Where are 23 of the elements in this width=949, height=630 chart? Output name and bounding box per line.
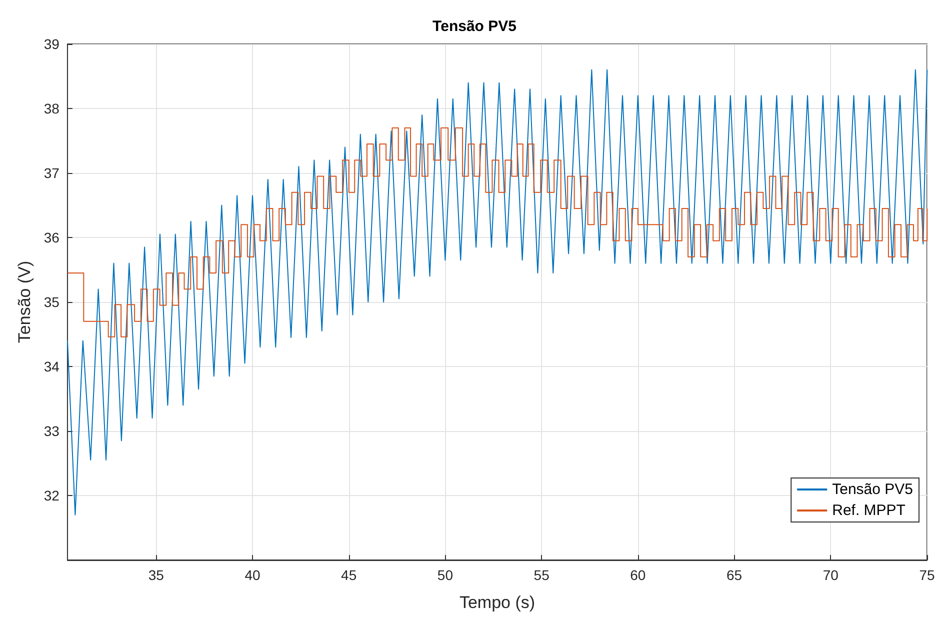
legend-label: Tensão PV5 <box>832 481 913 498</box>
y-tick-label: 32 <box>44 488 60 504</box>
x-tick-label: 55 <box>534 567 550 583</box>
y-tick-label: 37 <box>44 165 60 181</box>
y-tick-label: 36 <box>44 230 60 246</box>
legend-label: Ref. MPPT <box>832 502 906 519</box>
y-axis-title: Tensão (V) <box>15 260 34 344</box>
x-axis-title: Tempo (s) <box>459 593 536 612</box>
chart-title: Tensão PV5 <box>432 18 516 35</box>
x-tick-label: 75 <box>919 567 935 583</box>
x-tick-label: 50 <box>437 567 454 583</box>
x-tick-label: 40 <box>244 567 260 583</box>
y-tick-label: 34 <box>44 358 60 374</box>
line-series <box>66 69 928 516</box>
y-tick-label: 35 <box>44 294 60 310</box>
y-tick-label: 33 <box>44 423 60 439</box>
x-tick-label: 45 <box>341 567 357 583</box>
x-tick-label: 60 <box>630 567 646 583</box>
x-tick-label: 35 <box>148 567 164 583</box>
y-tick-label: 38 <box>44 100 60 116</box>
y-tick-label: 39 <box>44 36 60 52</box>
x-tick-label: 65 <box>726 567 742 583</box>
x-tick-label: 70 <box>822 567 839 583</box>
